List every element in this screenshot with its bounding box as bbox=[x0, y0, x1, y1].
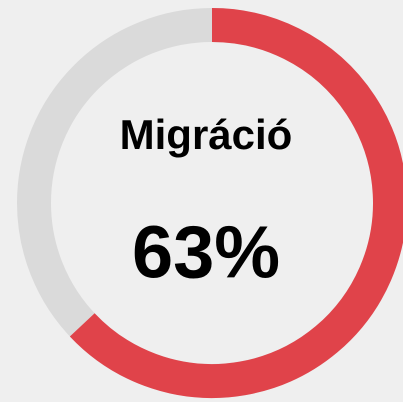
chart-title: Migráció bbox=[120, 111, 293, 158]
progress-arc bbox=[69, 8, 403, 398]
value-label: 63% bbox=[132, 211, 280, 294]
